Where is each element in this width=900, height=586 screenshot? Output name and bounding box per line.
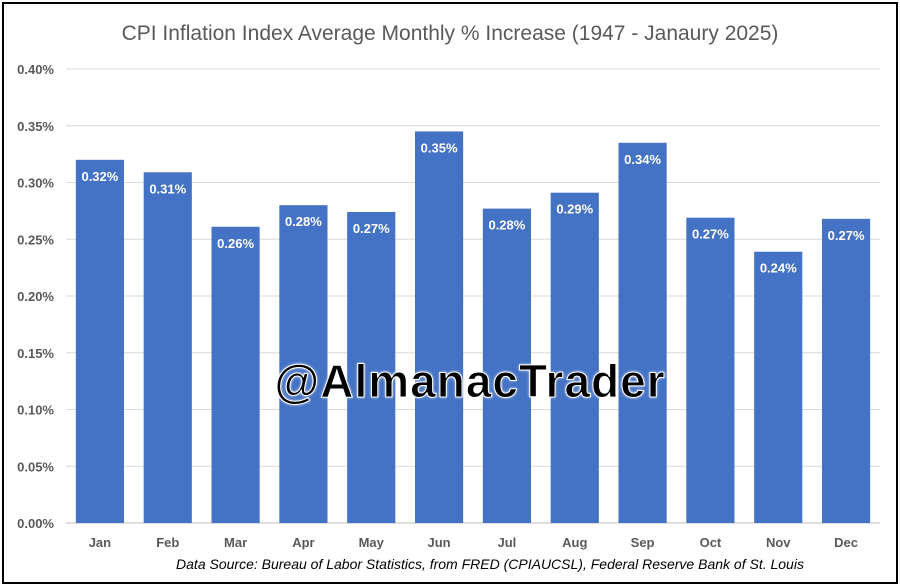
data-label: 0.24% xyxy=(760,261,797,276)
x-tick-label: Mar xyxy=(224,535,247,550)
x-tick-label: Sep xyxy=(631,535,655,550)
x-tick-label: Nov xyxy=(766,535,791,550)
bar-jan xyxy=(75,159,124,524)
data-label: 0.28% xyxy=(285,214,322,229)
chart-title: CPI Inflation Index Average Monthly % In… xyxy=(121,22,779,45)
x-axis-ticks: Jan Feb Mar Apr May Jun Jul Aug Sep Oct Nov Dec xyxy=(89,535,858,550)
data-label: 0.27% xyxy=(828,228,865,243)
data-label: 0.31% xyxy=(149,181,186,196)
x-tick-label: Jun xyxy=(428,535,451,550)
x-tick-label: Dec xyxy=(834,535,858,550)
x-tick-label: Aug xyxy=(562,535,587,550)
y-tick-label: 0.30% xyxy=(17,176,54,191)
y-tick-label: 0.00% xyxy=(17,516,54,531)
bar-dec xyxy=(822,218,871,523)
watermark: @AlmanacTrader xyxy=(274,355,666,408)
data-labels: 0.32% 0.31% 0.26% 0.28% 0.27% 0.35% 0.28% 0.29%… xyxy=(81,140,864,275)
x-tick-label: Jan xyxy=(89,535,111,550)
y-axis-ticks: 0.00% 0.05% 0.10% 0.15% 0.20% 0.25% 0.30% 0.35%… xyxy=(17,62,54,531)
x-tick-label: Oct xyxy=(700,535,722,550)
y-tick-label: 0.40% xyxy=(17,62,54,77)
bar-apr xyxy=(279,205,328,523)
bar-aug xyxy=(550,192,599,523)
data-label: 0.28% xyxy=(488,218,525,233)
y-tick-label: 0.35% xyxy=(17,119,54,134)
bar-mar xyxy=(211,226,260,523)
x-tick-label: May xyxy=(359,535,385,550)
bar-jul xyxy=(482,208,531,524)
y-tick-label: 0.25% xyxy=(17,232,54,247)
bar-feb xyxy=(143,172,192,523)
data-label: 0.29% xyxy=(556,202,593,217)
data-label: 0.35% xyxy=(421,140,458,155)
x-tick-label: Apr xyxy=(292,535,314,550)
x-tick-label: Feb xyxy=(156,535,179,550)
bar-sep xyxy=(618,142,667,523)
y-tick-label: 0.05% xyxy=(17,459,54,474)
data-label: 0.32% xyxy=(81,169,118,184)
bar-nov xyxy=(754,251,803,524)
data-label: 0.27% xyxy=(692,227,729,242)
bar-may xyxy=(347,212,396,523)
data-label: 0.34% xyxy=(624,152,661,167)
y-tick-label: 0.15% xyxy=(17,346,54,361)
y-tick-label: 0.20% xyxy=(17,289,54,304)
data-source-note: Data Source: Bureau of Labor Statistics,… xyxy=(176,556,804,572)
x-tick-label: Jul xyxy=(498,535,517,550)
data-label: 0.26% xyxy=(217,236,254,251)
y-tick-label: 0.10% xyxy=(17,403,54,418)
bars xyxy=(75,131,871,524)
bar-jun xyxy=(415,131,464,524)
gridlines xyxy=(66,68,880,524)
bar-oct xyxy=(686,217,735,523)
data-label: 0.27% xyxy=(353,221,390,236)
